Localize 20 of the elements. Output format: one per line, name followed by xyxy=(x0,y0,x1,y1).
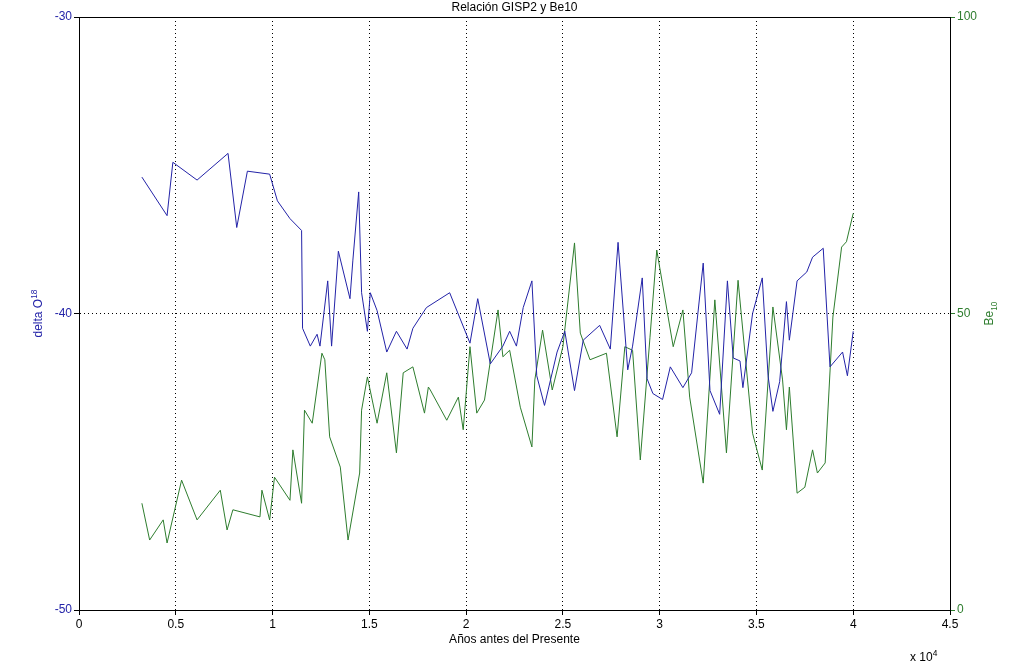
x-tick-label: 3.5 xyxy=(748,616,766,631)
y2-axis-title: Be10 xyxy=(982,301,1000,326)
x-tick-label: 2 xyxy=(462,616,470,631)
x-tick-label: 3 xyxy=(656,616,664,631)
y2-tick-label: 100 xyxy=(957,9,978,24)
y-tick-label: -40 xyxy=(54,305,73,320)
chart-title: Relación GISP2 y Be10 xyxy=(451,0,578,15)
x-tick-label: 4.5 xyxy=(941,616,959,631)
y-tick-label: -30 xyxy=(54,9,73,24)
y2-tick-label: 50 xyxy=(957,305,971,320)
y-tick-label: -50 xyxy=(54,602,73,617)
x-tick-label: 0.5 xyxy=(167,616,185,631)
y2-tick-label: 0 xyxy=(957,602,964,617)
y-axis-title: delta O18 xyxy=(28,289,46,338)
x-tick-label: 2.5 xyxy=(554,616,572,631)
x-tick-label: 4 xyxy=(849,616,857,631)
x-tick-label: 1.5 xyxy=(360,616,378,631)
x-axis-title: Años antes del Presente xyxy=(449,632,581,647)
x-tick-label: 1 xyxy=(269,616,277,631)
x-tick-label: 0 xyxy=(75,616,83,631)
